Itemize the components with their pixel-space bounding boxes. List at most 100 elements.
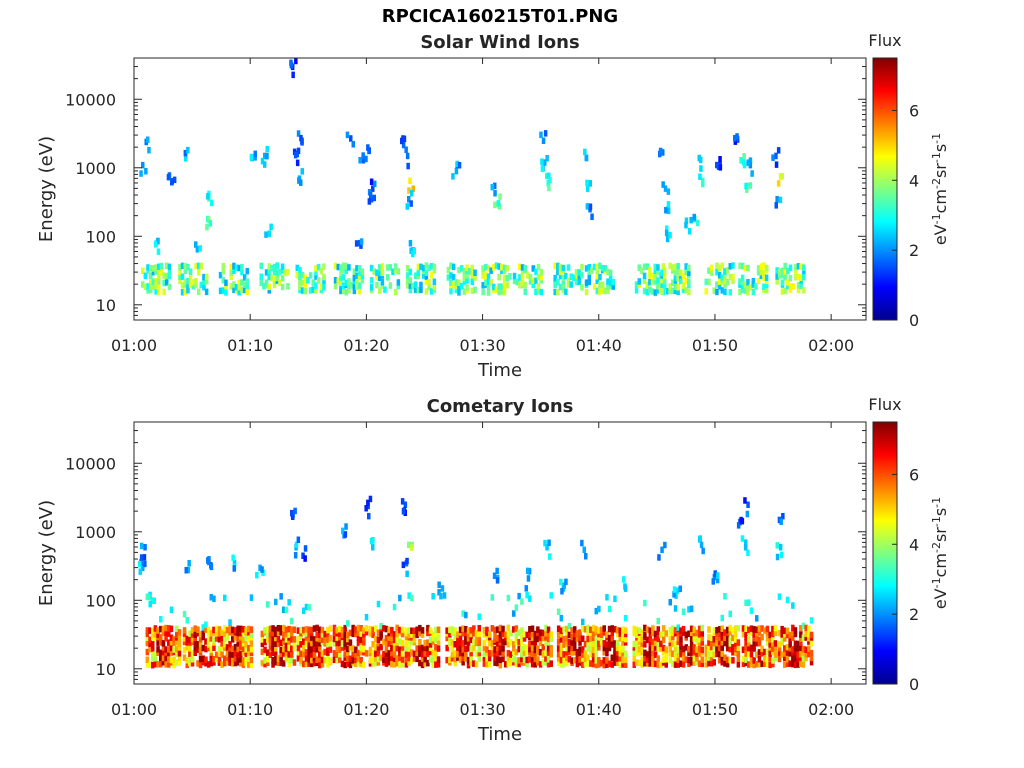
flux-cell xyxy=(340,626,345,634)
flux-cell xyxy=(177,640,182,647)
flux-cell xyxy=(245,278,249,285)
flux-cell xyxy=(318,626,322,633)
flux-cell xyxy=(284,641,289,648)
flux-cell xyxy=(274,645,278,652)
flux-cell xyxy=(316,264,321,271)
flux-cell xyxy=(431,593,435,600)
flux-cell xyxy=(525,631,529,639)
flux-cell xyxy=(455,160,460,168)
flux-cell xyxy=(712,644,716,651)
flux-cell xyxy=(640,267,644,275)
flux-cell xyxy=(653,263,657,271)
flux-cell xyxy=(671,633,675,641)
flux-cell xyxy=(362,645,366,653)
flux-cell xyxy=(228,656,232,663)
flux-cell xyxy=(746,283,750,291)
flux-cell xyxy=(776,147,781,154)
flux-cell xyxy=(733,645,738,653)
flux-cell xyxy=(209,635,213,642)
flux-cell xyxy=(569,273,573,280)
flux-cell xyxy=(318,631,322,638)
flux-cell xyxy=(728,624,732,632)
flux-cell xyxy=(347,282,351,289)
flux-cell xyxy=(284,626,289,634)
flux-cell xyxy=(583,626,588,633)
flux-cell xyxy=(165,272,169,280)
flux-cell xyxy=(292,626,297,633)
flux-cell xyxy=(728,645,732,653)
flux-cell xyxy=(307,636,311,643)
flux-cell xyxy=(196,660,200,667)
flux-cell xyxy=(684,277,688,285)
flux-cell xyxy=(387,640,391,647)
flux-cell xyxy=(348,629,353,637)
flux-cell xyxy=(366,144,370,151)
flux-cell xyxy=(676,638,680,646)
flux-cell xyxy=(232,565,236,572)
flux-cell xyxy=(569,281,573,288)
flux-cell xyxy=(775,196,779,203)
flux-cell xyxy=(546,644,551,652)
flux-cell xyxy=(175,645,179,653)
flux-cell xyxy=(292,636,297,643)
flux-cell xyxy=(157,288,161,296)
flux-cell xyxy=(700,639,704,646)
flux-cell xyxy=(534,268,538,275)
flux-cell xyxy=(659,645,663,652)
flux-cell xyxy=(244,627,248,634)
flux-cell xyxy=(348,661,353,669)
flux-cell xyxy=(544,639,548,646)
flux-cell xyxy=(584,265,589,272)
flux-cell xyxy=(420,644,425,652)
flux-cell xyxy=(689,605,694,612)
flux-cell xyxy=(777,593,782,600)
flux-cell xyxy=(637,659,642,667)
flux-cell xyxy=(185,639,189,646)
flux-cell xyxy=(172,176,177,184)
flux-cell xyxy=(212,636,216,643)
flux-cell xyxy=(640,645,644,653)
flux-cell xyxy=(591,646,596,654)
flux-cell xyxy=(723,629,727,636)
flux-cell xyxy=(461,646,465,653)
flux-cell xyxy=(799,631,803,638)
flux-cell xyxy=(380,279,385,286)
flux-cell xyxy=(408,177,412,185)
y-axis-label: Energy (eV) xyxy=(36,136,57,242)
flux-cell xyxy=(290,651,294,658)
flux-cell xyxy=(312,636,317,643)
flux-cell xyxy=(159,616,163,623)
flux-cell xyxy=(543,130,548,137)
flux-cell xyxy=(583,655,588,663)
colorbar-tick-label: 6 xyxy=(909,101,919,120)
flux-cell xyxy=(809,654,814,662)
flux-cell xyxy=(232,560,237,567)
flux-cell xyxy=(751,281,756,288)
flux-cell xyxy=(590,267,594,274)
flux-cell xyxy=(525,644,529,651)
flux-cell xyxy=(289,59,293,67)
flux-cell xyxy=(613,656,617,664)
flux-cell xyxy=(466,645,471,652)
flux-cell xyxy=(531,281,535,289)
flux-cell xyxy=(546,630,551,637)
flux-cell xyxy=(312,625,317,632)
flux-cell xyxy=(279,625,283,632)
flux-cell xyxy=(665,235,670,243)
flux-cell xyxy=(210,199,214,207)
flux-cell xyxy=(595,267,599,274)
flux-cell xyxy=(398,661,402,668)
flux-cell xyxy=(673,649,678,657)
flux-cell xyxy=(362,639,366,646)
flux-cell xyxy=(217,636,222,643)
flux-cell xyxy=(427,264,431,271)
flux-cell xyxy=(533,640,537,648)
flux-cell xyxy=(354,240,359,247)
flux-cell xyxy=(161,648,166,656)
flux-cell xyxy=(338,625,342,633)
flux-cell xyxy=(495,640,500,647)
flux-cell xyxy=(138,568,142,575)
flux-cell xyxy=(407,196,411,203)
flux-cell xyxy=(263,627,267,634)
flux-cell xyxy=(793,649,798,656)
